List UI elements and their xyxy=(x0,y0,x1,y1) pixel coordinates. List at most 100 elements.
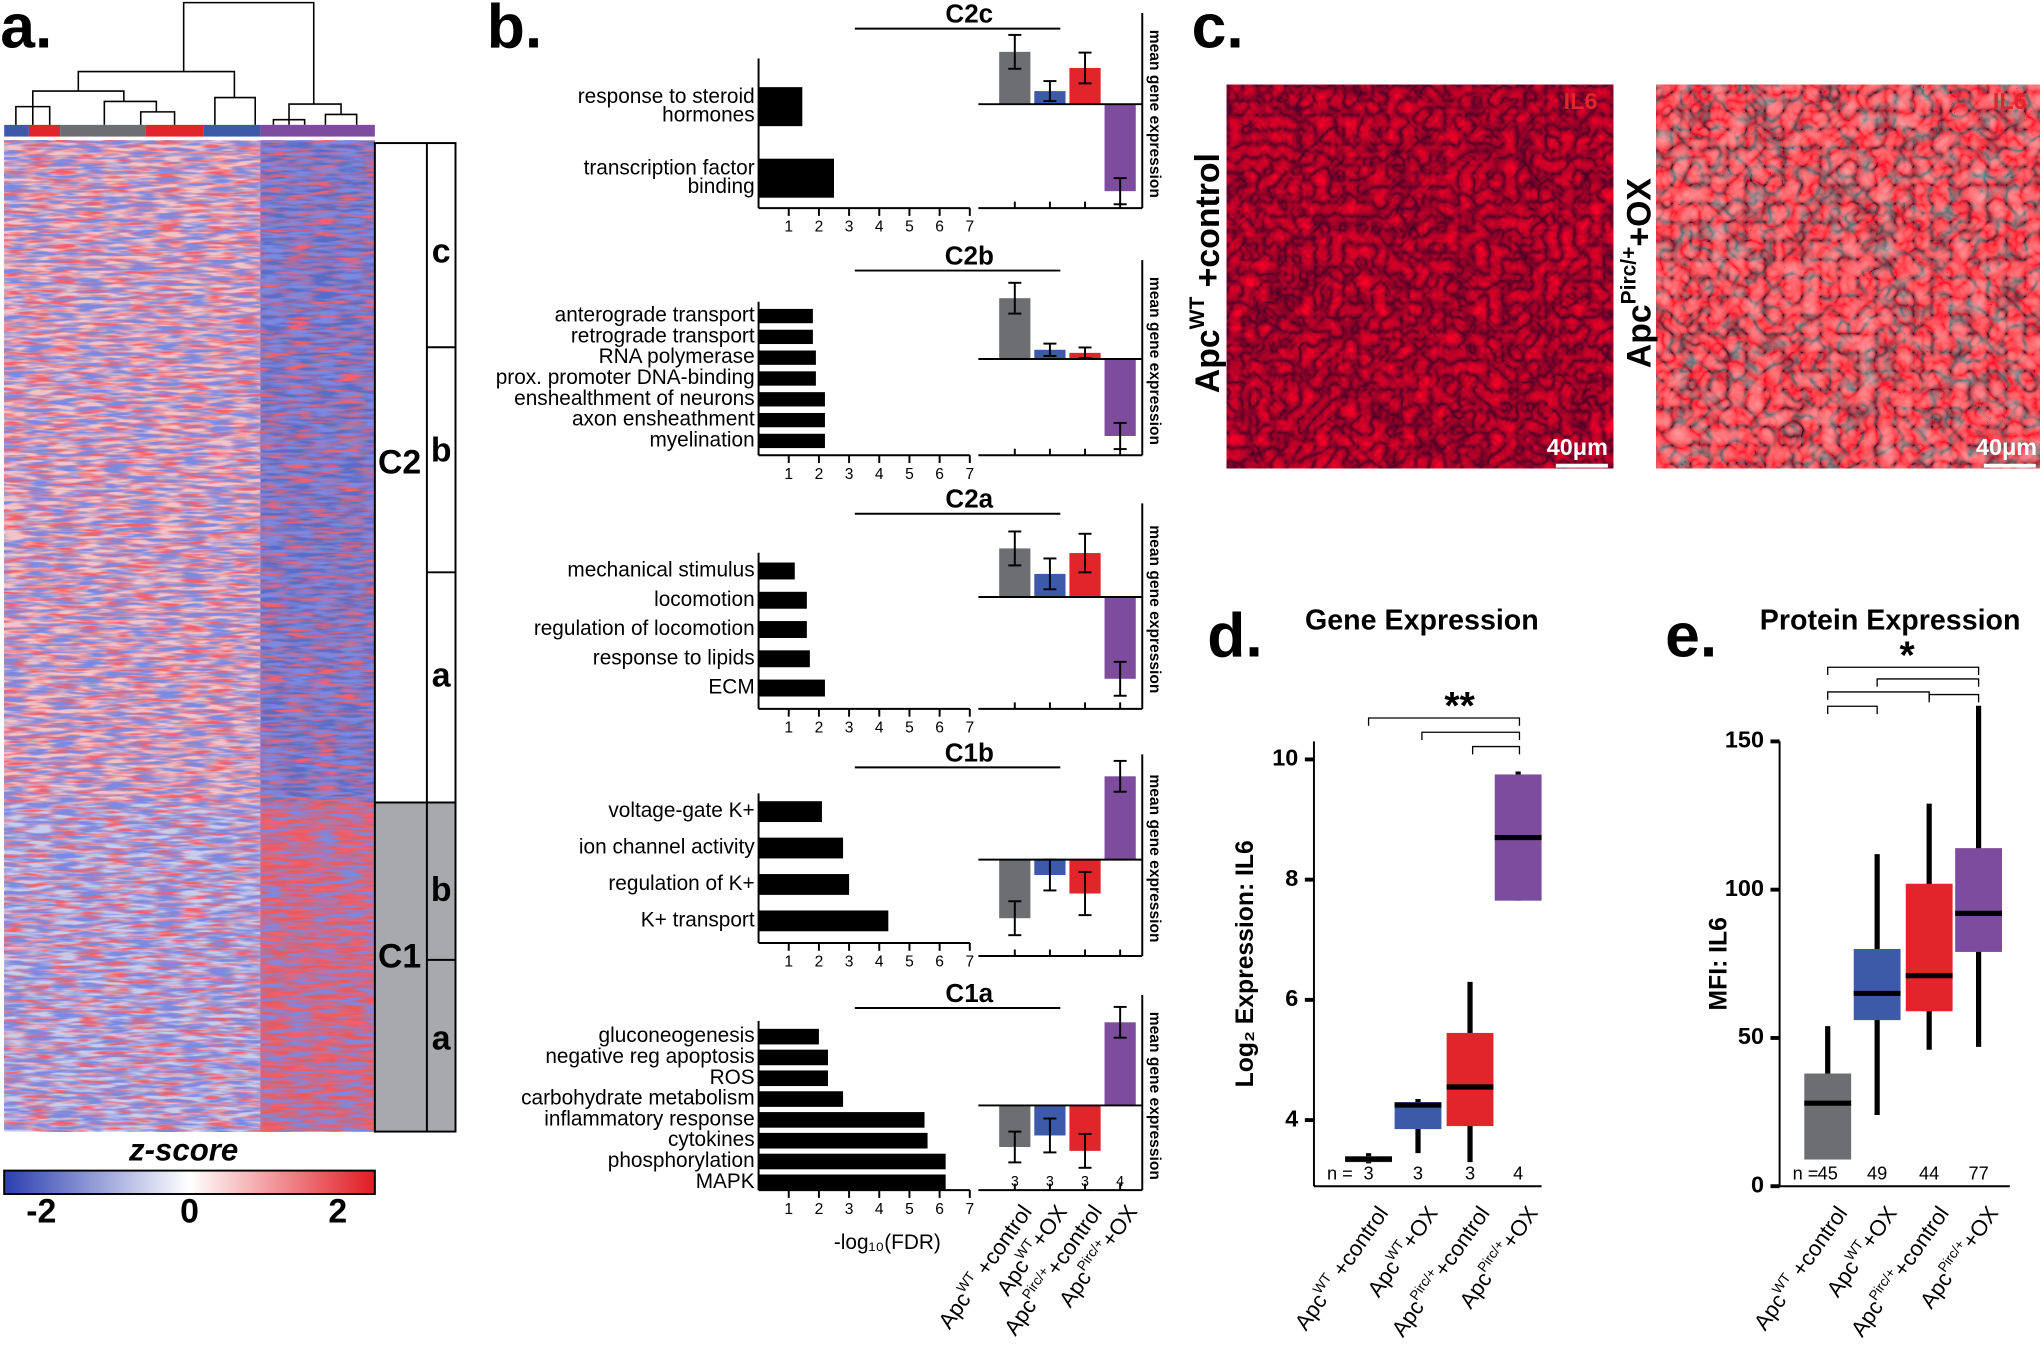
subcluster-label: a xyxy=(432,1019,452,1057)
bar xyxy=(758,1070,828,1087)
error-bar xyxy=(1008,530,1022,567)
bar xyxy=(1104,104,1136,192)
group-label-part: Apc xyxy=(1846,1295,1888,1341)
category-label: myelination xyxy=(649,428,754,451)
bar xyxy=(758,392,825,407)
x-axis-label: -log₁₀(FDR) xyxy=(834,1231,941,1254)
error-bar xyxy=(1008,33,1022,70)
x-tick-label: 5 xyxy=(905,954,914,971)
category-label: ECM xyxy=(708,676,754,699)
error-bar xyxy=(1043,557,1057,591)
error-bar xyxy=(1113,759,1127,793)
panel-label: c. xyxy=(1192,0,1244,62)
x-tick-label: 3 xyxy=(845,954,854,971)
x-tick-label: 3 xyxy=(845,219,854,236)
category-label: inflammatory response xyxy=(544,1107,754,1130)
x-tick-label: 6 xyxy=(935,720,944,737)
category-label: RNA polymerase xyxy=(599,345,755,368)
category-label: prox. promoter DNA-binding xyxy=(496,366,755,389)
colorbar-tick-label: -2 xyxy=(26,1192,56,1230)
category-label: response to lipids xyxy=(593,646,755,669)
x-tick-label: 4 xyxy=(875,466,884,483)
y-axis-label: mean gene expression xyxy=(1146,774,1163,942)
x-tick-label: 3 xyxy=(845,1201,854,1218)
bar xyxy=(758,910,889,932)
significance-label: * xyxy=(1899,634,1915,677)
group-label-part: WT xyxy=(1186,297,1209,330)
panel-title: C1b xyxy=(945,737,994,767)
cluster-label: C2 xyxy=(378,443,421,481)
scale-label: 40μm xyxy=(1547,434,1608,460)
group-label-part: Apc xyxy=(1362,1256,1404,1302)
panel-label: e. xyxy=(1665,600,1717,670)
x-tick-label: 4 xyxy=(875,219,884,236)
category-label: phosphorylation xyxy=(608,1149,755,1172)
group-label-part: Pirc/+ xyxy=(1618,247,1641,305)
category-label: ROS xyxy=(710,1066,755,1089)
channel-label: IL6 xyxy=(1564,88,1598,114)
panel-title: C2a xyxy=(945,484,993,514)
count-label: 3 xyxy=(1465,1163,1475,1183)
significance-bracket xyxy=(1471,745,1521,755)
group-label-part: Apc xyxy=(999,1294,1041,1340)
category-label: hormones xyxy=(662,103,754,126)
panel-label: b. xyxy=(487,0,542,62)
x-tick-label: 4 xyxy=(875,954,884,971)
bar xyxy=(758,621,807,638)
panel-title: C2b xyxy=(945,240,994,270)
error-bar xyxy=(1008,281,1022,315)
count-label: 4 xyxy=(1116,1174,1124,1190)
x-tick-label: 2 xyxy=(815,219,824,236)
subcluster-label: b xyxy=(431,871,452,909)
count-label: 3 xyxy=(1046,1174,1054,1190)
x-tick-label: 5 xyxy=(905,720,914,737)
colorbar-tick-label: 0 xyxy=(180,1192,199,1230)
significance-bracket xyxy=(1421,731,1521,741)
x-tick-label: 5 xyxy=(905,1201,914,1218)
bar xyxy=(758,87,803,127)
bar xyxy=(758,350,816,365)
x-tick-label: 2 xyxy=(815,954,824,971)
bar xyxy=(758,433,825,449)
panel-label: d. xyxy=(1207,600,1262,670)
count-label: 3 xyxy=(1011,1174,1019,1190)
x-tick-label: 4 xyxy=(875,1201,884,1218)
category-label: response to steroid xyxy=(578,85,755,108)
significance-bracket xyxy=(1827,705,1878,715)
error-bar xyxy=(1078,532,1092,574)
error-bar xyxy=(1078,1132,1092,1169)
error-bar xyxy=(1043,80,1057,103)
significance-bracket xyxy=(1827,666,1980,676)
subcluster-label: c xyxy=(432,233,451,271)
category-label: carbohydrate metabolism xyxy=(521,1087,755,1110)
y-axis-label: mean gene expression xyxy=(1146,525,1163,693)
significance-bracket xyxy=(1367,717,1521,726)
group-label-part: Apc xyxy=(1454,1267,1496,1313)
x-tick-label: 3 xyxy=(845,466,854,483)
y-tick-label: 50 xyxy=(1738,1023,1764,1049)
x-tick-label: 1 xyxy=(784,466,793,483)
box xyxy=(1446,1032,1494,1127)
y-tick-label: 8 xyxy=(1285,865,1298,891)
bar xyxy=(758,412,825,428)
bar xyxy=(758,874,850,895)
x-tick-label: 7 xyxy=(965,219,974,236)
category-label: ion channel activity xyxy=(579,836,755,859)
y-tick-label: 6 xyxy=(1285,985,1298,1011)
chart-title: Gene Expression xyxy=(1305,604,1539,636)
y-tick-label: 4 xyxy=(1285,1105,1298,1131)
category-label: locomotion xyxy=(654,588,755,611)
scale-label: 40μm xyxy=(1976,434,2037,460)
bar xyxy=(758,329,813,345)
category-label: regulation of locomotion xyxy=(534,617,755,640)
count-label: 77 xyxy=(1968,1163,1988,1183)
y-tick-label: 150 xyxy=(1725,727,1764,753)
category-label: negative reg apoptosis xyxy=(545,1045,754,1068)
count-label: 45 xyxy=(1818,1163,1838,1183)
bar xyxy=(758,679,825,697)
x-tick-label: 7 xyxy=(965,720,974,737)
x-tick-label: 1 xyxy=(784,1201,793,1218)
error-bar xyxy=(1078,51,1092,85)
count-label: 3 xyxy=(1081,1174,1089,1190)
